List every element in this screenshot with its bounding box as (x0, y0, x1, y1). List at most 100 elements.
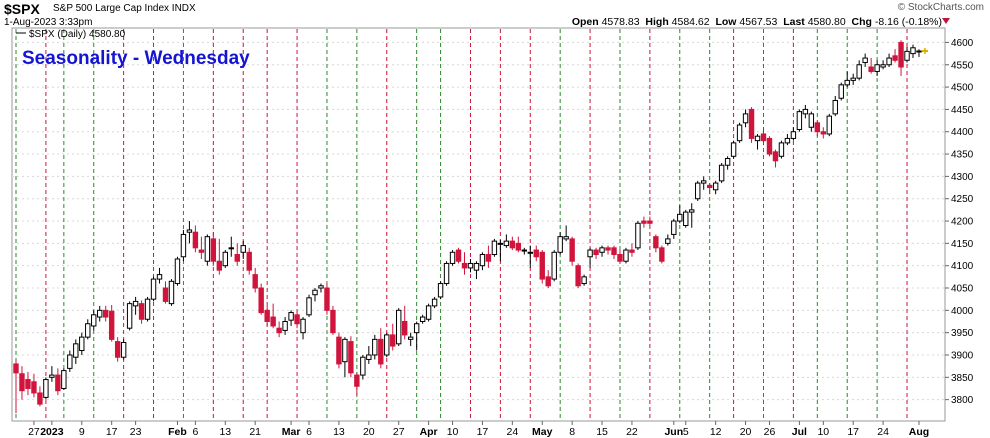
candle (635, 221, 641, 251)
candle-body (814, 122, 821, 133)
candle-body (168, 280, 175, 305)
candle-body (557, 236, 563, 253)
candle (545, 270, 551, 289)
candle-body (695, 182, 701, 200)
candle-body (593, 249, 599, 256)
candle-body (419, 316, 426, 322)
candle (168, 279, 175, 306)
candle (443, 261, 450, 286)
candle (390, 323, 396, 351)
x-tick-label: 23 (130, 426, 142, 438)
candle-body (910, 47, 916, 55)
y-tick-label-3850: 3850 (951, 373, 974, 384)
candle (916, 49, 922, 57)
x-tick-label: 27 (393, 426, 405, 438)
candle-body (204, 236, 211, 262)
candle (575, 263, 581, 289)
candle (312, 288, 318, 302)
candle (449, 250, 456, 266)
candle-body (736, 124, 743, 142)
candle (778, 140, 785, 159)
candle (342, 337, 348, 378)
candle-body (623, 249, 629, 262)
candle (330, 305, 336, 335)
candle-body (234, 254, 240, 262)
x-tick-label: 27 (28, 426, 40, 438)
candle-body (880, 64, 886, 68)
x-tick-label: 17 (106, 426, 118, 438)
candle-body (683, 211, 689, 226)
candle-body (372, 338, 378, 356)
candle-body (671, 220, 677, 235)
candle (629, 243, 635, 257)
candle (25, 371, 31, 396)
candle-body (916, 50, 922, 53)
candle-body (862, 57, 868, 64)
x-tick-label: Aug (909, 426, 929, 438)
candle-body (162, 287, 169, 302)
chart-date: 1-Aug-2023 3:33pm (4, 17, 93, 28)
candle (467, 258, 474, 273)
x-tick-label: 21 (249, 426, 261, 438)
candle-body (748, 108, 755, 139)
high-value: 4584.62 (671, 16, 710, 28)
candle (611, 245, 617, 259)
candle-body (425, 305, 432, 320)
candle-body (342, 338, 348, 363)
candle-body (443, 262, 450, 285)
candle-body (126, 303, 133, 329)
high-label: High (645, 16, 669, 28)
wednesday-markers (15, 29, 908, 420)
candle (132, 296, 139, 315)
candle-body (641, 220, 647, 224)
candle (898, 40, 904, 76)
y-tick-label-3900: 3900 (951, 350, 974, 361)
legend-label: $SPX (Daily) 4580.80 (29, 29, 126, 40)
candle (718, 162, 725, 184)
candle (198, 236, 205, 259)
candle-body (336, 336, 342, 365)
x-tick-label: May (532, 426, 553, 438)
candle-body (730, 142, 737, 157)
candle-body (132, 300, 139, 307)
candle (31, 373, 37, 398)
chg-label: Chg (851, 16, 872, 28)
candle (766, 136, 773, 157)
candle-body (43, 379, 49, 398)
candle (683, 209, 689, 228)
candle (97, 305, 103, 322)
candle (886, 53, 892, 67)
ohlc-readout: Open 4578.83 High 4584.62 Low 4567.53 La… (572, 16, 942, 28)
candle (521, 247, 527, 255)
candle-body (754, 135, 761, 142)
candle (348, 336, 354, 378)
x-tick-label: 20 (363, 426, 375, 438)
candle (162, 281, 169, 304)
candle-body (402, 321, 408, 336)
candle-body (521, 249, 527, 252)
candle-body (629, 249, 635, 253)
candle-body (61, 370, 67, 389)
candle (772, 149, 779, 168)
x-tick-label: Feb (168, 426, 187, 438)
candle (832, 96, 838, 117)
candle-body (718, 164, 725, 182)
candle (695, 180, 701, 201)
x-tick-label: Jun (664, 426, 683, 438)
y-tick-label-4150: 4150 (951, 239, 974, 250)
candle-body (784, 137, 791, 144)
candle-body (581, 276, 587, 285)
candle-body (653, 236, 659, 249)
candle (79, 332, 85, 355)
candle (85, 319, 91, 340)
candle (204, 234, 211, 266)
candle-body (413, 323, 420, 334)
candle-body (701, 180, 707, 184)
y-tick-label-4100: 4100 (951, 261, 974, 272)
candle-body (551, 251, 557, 280)
y-axis: 3800 3850 3900 3950 4000 4050 4100 4150 4200 4250… (945, 38, 974, 406)
candle (186, 221, 193, 244)
candle-body (431, 298, 438, 307)
y-tick-label-3800: 3800 (951, 395, 974, 406)
